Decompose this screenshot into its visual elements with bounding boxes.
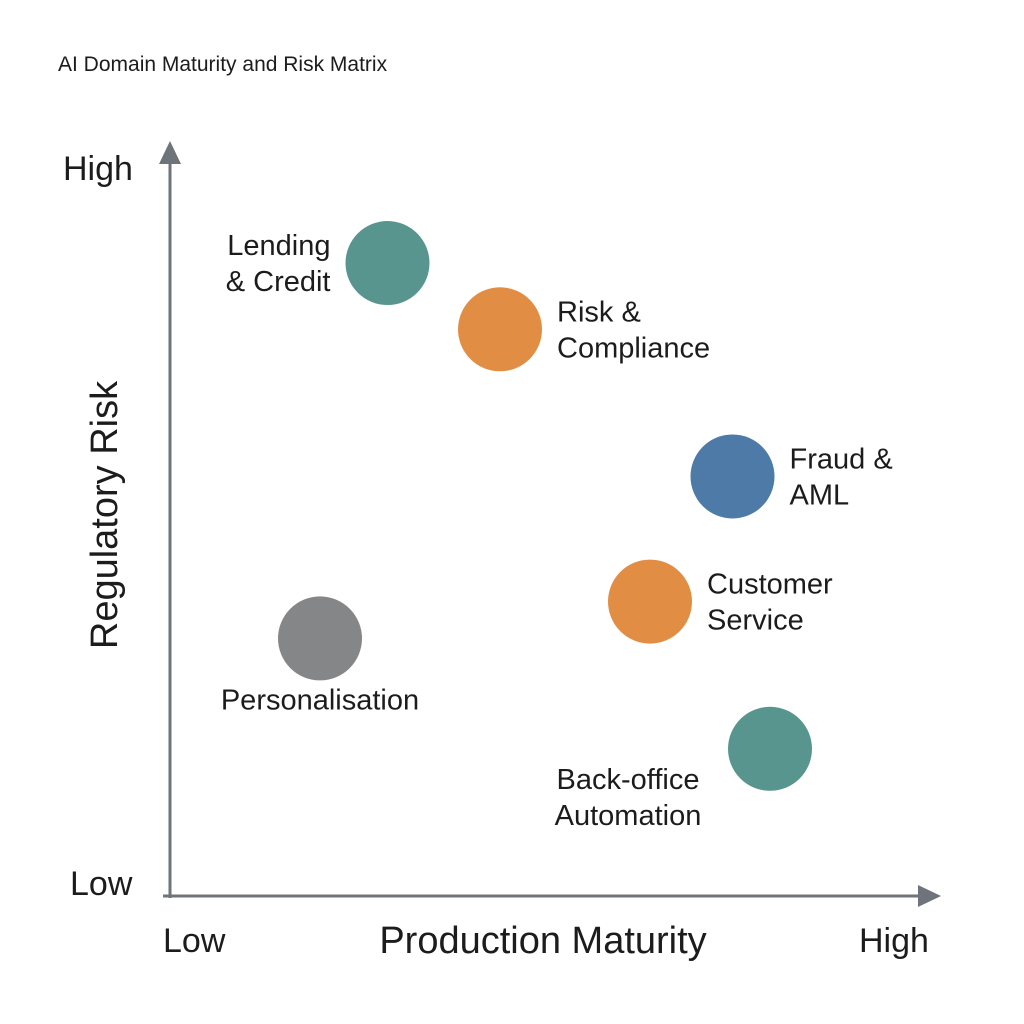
data-point-label: Risk & Compliance [557,296,710,364]
y-axis-arrow-icon [159,141,181,164]
data-point-marker [278,596,362,681]
x-axis-arrow-icon [918,885,941,907]
y-tick-low: Low [70,865,133,903]
data-point-label: Personalisation [221,684,419,716]
data-point-marker [690,434,775,519]
data-point-label: Customer Service [707,569,833,637]
x-axis-title: Production Maturity [379,920,706,962]
data-point-label: Back-office Automation [555,764,702,832]
y-axis-title: Regulatory Risk [84,380,126,649]
chart-title: AI Domain Maturity and Risk Matrix [58,53,388,76]
y-tick-high: High [63,150,133,188]
data-point-marker [608,559,692,644]
data-point-marker [345,221,430,306]
data-point-marker [458,287,542,372]
data-points: Lending & Credit Risk & Compliance Fraud & AM… [221,221,893,832]
data-point-label: Lending & Credit [226,230,331,298]
data-point-label: Fraud & AML [790,443,893,511]
data-point-marker [728,706,812,791]
x-tick-high: High [859,922,929,960]
x-tick-low: Low [163,922,226,960]
